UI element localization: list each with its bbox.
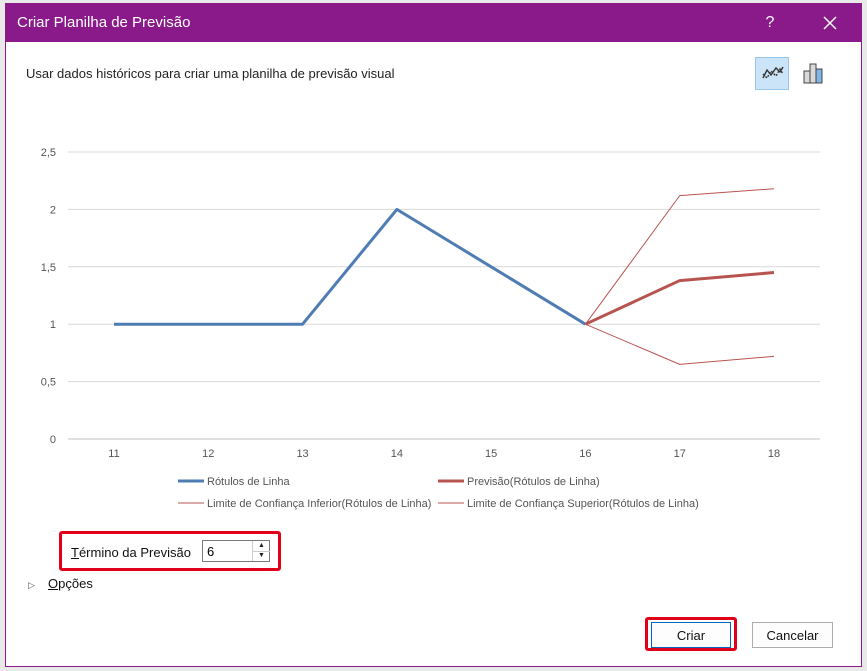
legend-label: Limite de Confiança Superior(Rótulos de … (467, 498, 699, 510)
forecast-dialog: Criar Planilha de Previsão ? (5, 3, 862, 667)
close-button[interactable] (817, 10, 843, 36)
series-line (584, 271, 775, 326)
dialog-subtitle: Usar dados históricos para criar uma pla… (26, 66, 395, 81)
y-tick-label: 2,5 (41, 147, 56, 159)
legend-label: Rótulos de Linha (207, 476, 290, 488)
x-tick-label: 14 (391, 448, 403, 460)
legend-label: Limite de Confiança Inferior(Rótulos de … (207, 498, 431, 510)
x-tick-label: 17 (674, 448, 686, 460)
y-tick-label: 0,5 (41, 377, 56, 389)
x-tick-label: 18 (768, 448, 780, 460)
line-view-button[interactable] (755, 57, 789, 90)
x-tick-label: 11 (108, 448, 119, 460)
forecast-end-input[interactable] (205, 543, 249, 559)
x-tick-label: 16 (579, 448, 591, 460)
close-icon (823, 16, 837, 30)
x-tick-label: 13 (296, 448, 308, 460)
forecast-highlight-box (59, 531, 281, 571)
dialog-title: Criar Planilha de Previsão (17, 14, 191, 31)
forecast-chart: 0 0,5 1 1,5 2 2,5 11 12 13 14 15 16 17 18 Rótulos de L… (41, 147, 820, 510)
x-tick-label: 12 (202, 448, 214, 460)
forecast-end-spinner: ▲ ▼ (202, 540, 270, 562)
spin-down-button[interactable]: ▼ (252, 551, 270, 561)
spin-up-button[interactable]: ▲ (252, 541, 270, 552)
title-bar: Criar Planilha de Previsão ? (6, 4, 861, 42)
y-tick-label: 0 (50, 434, 56, 446)
create-highlight-box (645, 617, 737, 651)
expand-triangle-icon: ▷ (28, 580, 35, 590)
y-tick-label: 1,5 (41, 262, 56, 274)
y-tick-label: 2 (50, 204, 56, 216)
options-expander[interactable]: ▷ Opções (28, 576, 93, 591)
forecast-end-label: Término da Previsão (71, 545, 191, 560)
y-tick-label: 1 (50, 319, 56, 331)
help-button[interactable]: ? (765, 14, 775, 31)
legend-label: Previsão(Rótulos de Linha) (467, 476, 600, 488)
series-line (585, 323, 775, 365)
series-line (114, 207, 587, 326)
x-tick-label: 15 (485, 448, 497, 460)
line-chart-icon (762, 66, 784, 80)
column-view-button[interactable] (796, 57, 830, 90)
column-chart-icon (803, 63, 823, 84)
create-button[interactable]: Criar (651, 622, 731, 648)
series-line (585, 188, 775, 325)
cancel-button[interactable]: Cancelar (752, 622, 833, 648)
